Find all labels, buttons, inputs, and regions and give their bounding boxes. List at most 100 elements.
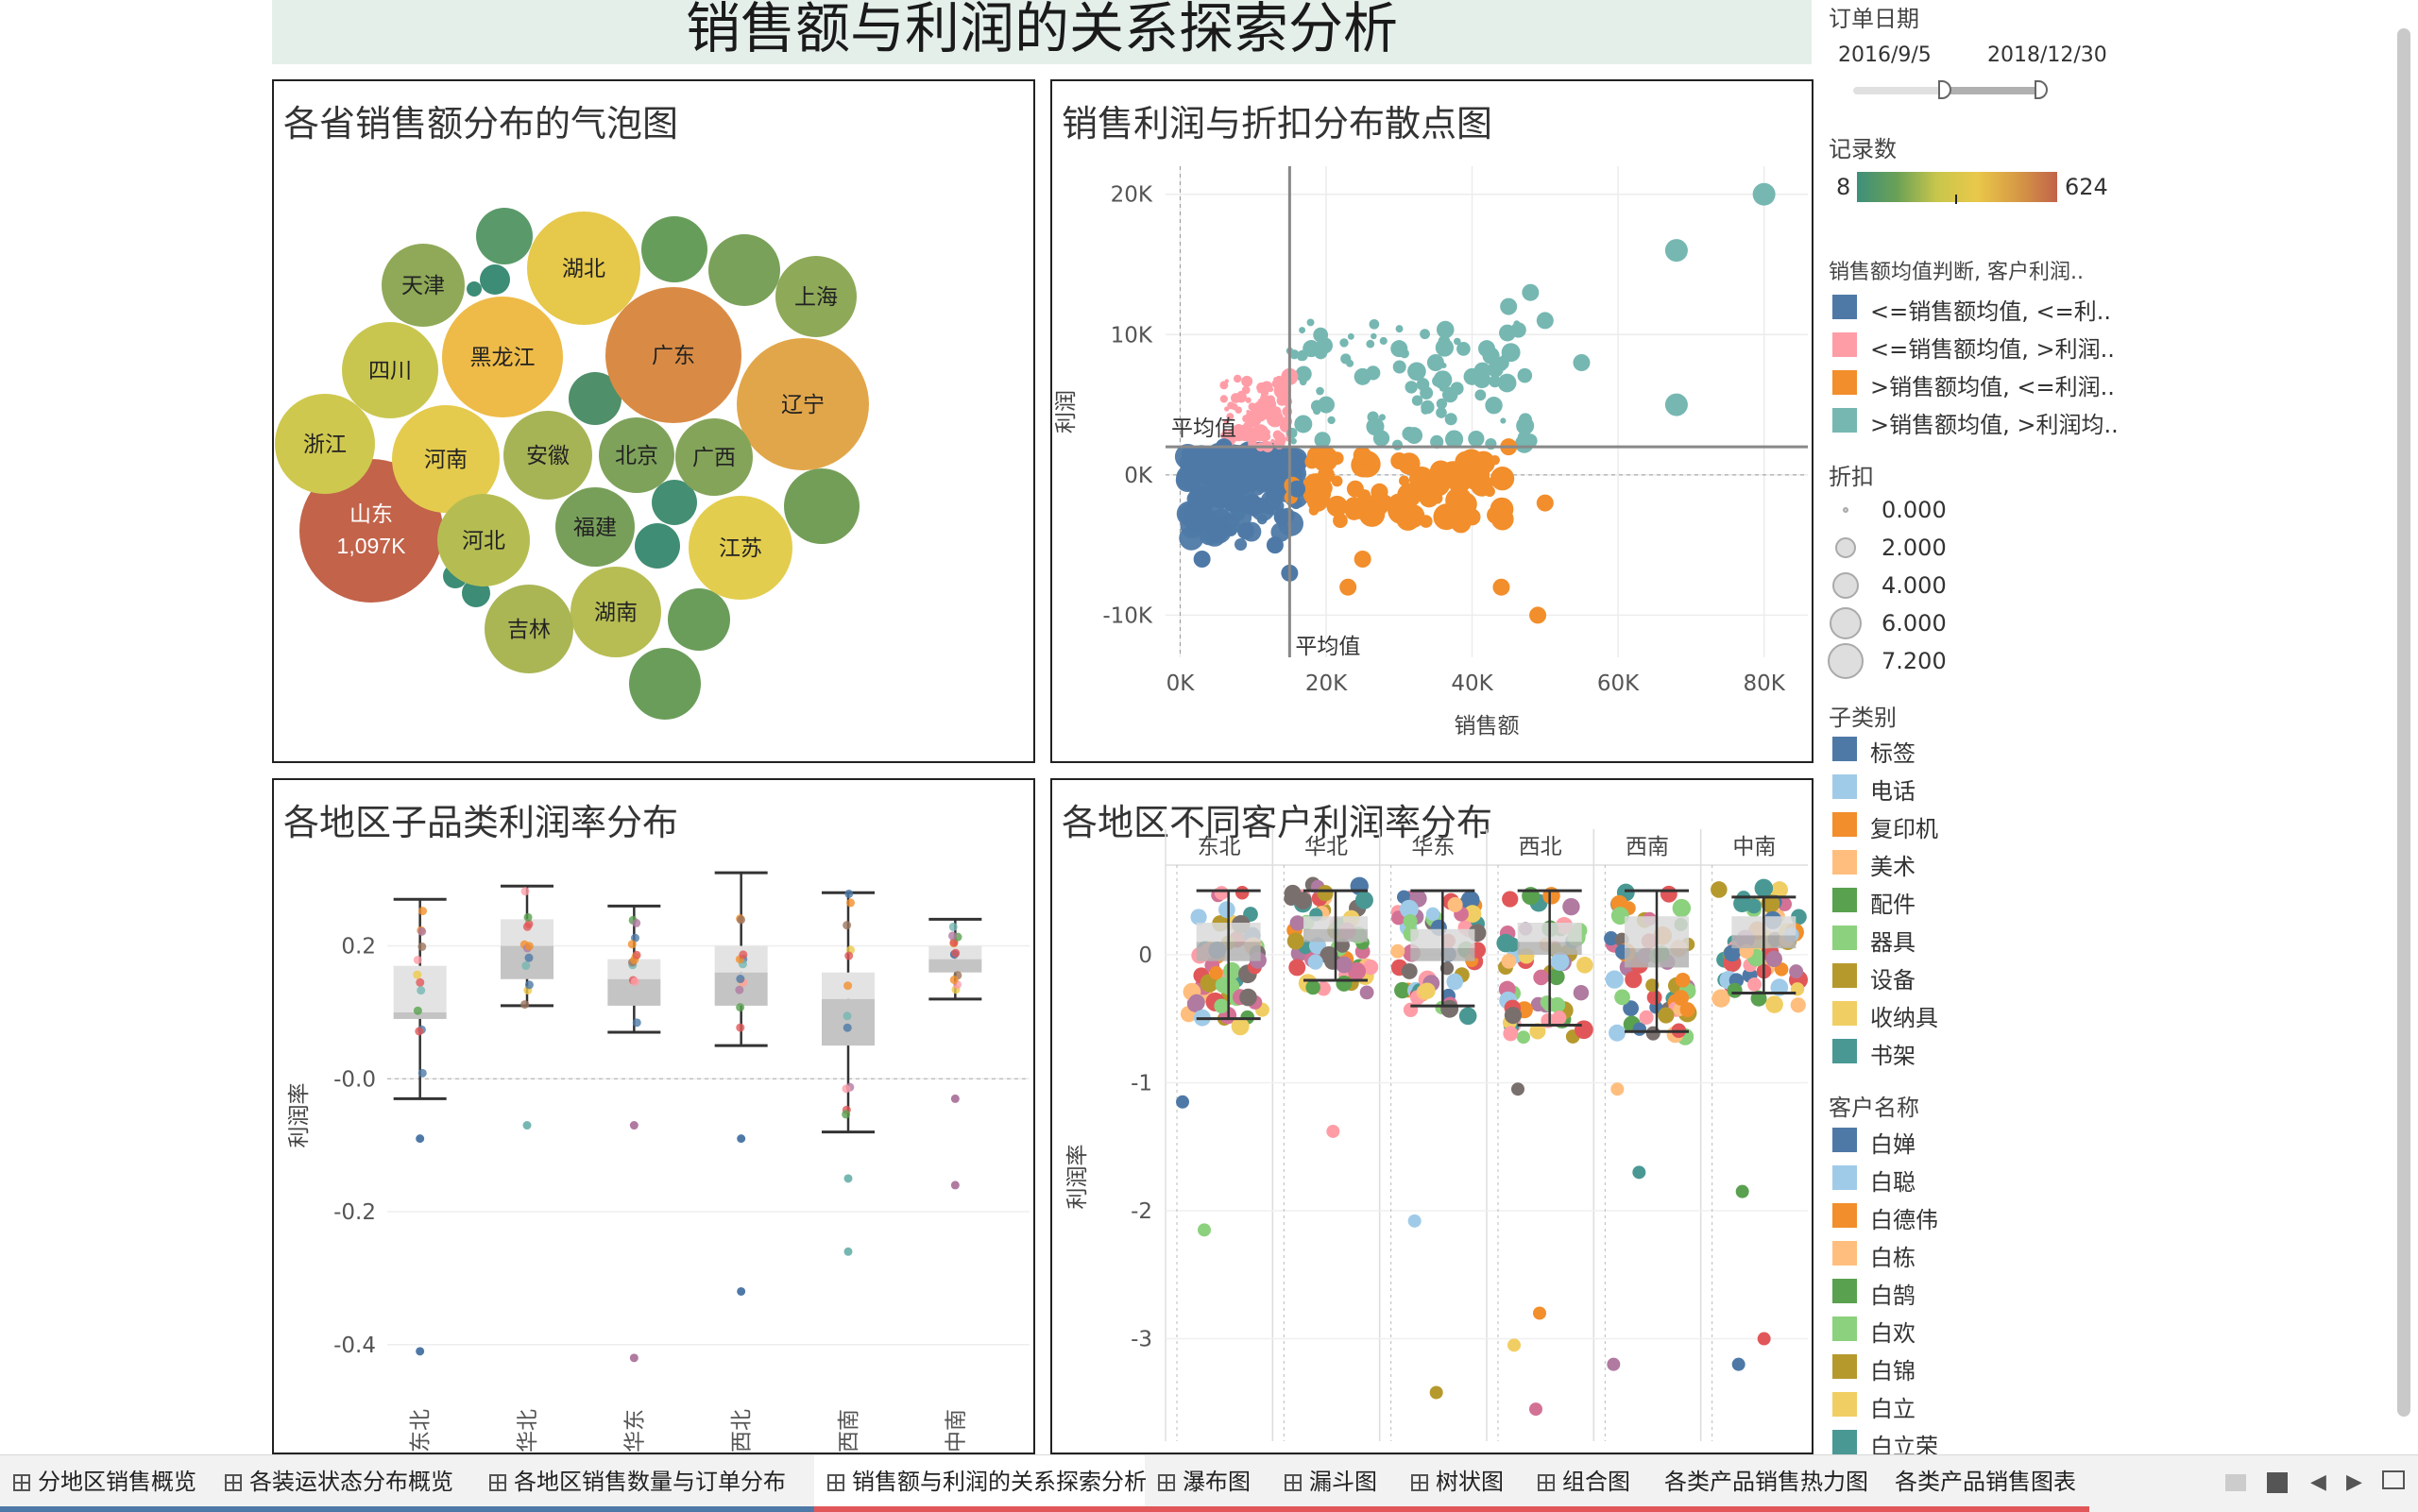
vertical-scrollbar[interactable] <box>2397 28 2410 1417</box>
scatter-point <box>1290 437 1297 445</box>
customer-legend-label[interactable]: 白德伟 <box>1870 1207 1938 1233</box>
discount-size-circle <box>1828 643 1864 679</box>
box2-dot <box>1425 907 1440 922</box>
date-slider-end-handle[interactable] <box>2035 80 2048 99</box>
customer-legend-label[interactable]: 白聪 <box>1870 1169 1916 1196</box>
category-legend-label[interactable]: >销售额均值, >利润均.. <box>1870 412 2119 438</box>
scatter-point <box>1326 495 1348 518</box>
box2-dot <box>1359 985 1374 1000</box>
filmstrip-view-icon[interactable] <box>2267 1472 2288 1493</box>
scatter-point <box>1224 379 1229 383</box>
subcategory-legend-swatch[interactable] <box>1832 737 1857 761</box>
category-legend-swatch[interactable] <box>1832 332 1857 357</box>
category-legend-swatch[interactable] <box>1832 370 1857 395</box>
subcategory-legend-label[interactable]: 美术 <box>1870 854 1916 880</box>
bubble-12 <box>503 411 592 500</box>
sheet-tab-label: 各类产品销售热力图 <box>1664 1469 1868 1495</box>
subcategory-legend-swatch[interactable] <box>1832 812 1857 837</box>
box-region-panel[interactable]: 各地区子品类利润率分布 0.2 -0.0 -0.2 -0.4 利润率 东北 华北 华东 西北 西南… <box>272 778 1035 1454</box>
bubble-label: 黑龙江 <box>470 345 536 369</box>
customer-legend-swatch[interactable] <box>1832 1128 1857 1152</box>
box2-dot <box>1761 893 1780 913</box>
grid-view-icon[interactable] <box>2225 1474 2246 1491</box>
category-legend-label[interactable]: <=销售额均值, >利润.. <box>1870 336 2115 363</box>
sheet-tab[interactable]: 漏斗图 <box>1271 1455 1398 1512</box>
customer-legend-swatch[interactable] <box>1832 1317 1857 1341</box>
customer-legend-swatch[interactable] <box>1832 1241 1857 1266</box>
subcategory-legend-swatch[interactable] <box>1832 850 1857 875</box>
box1-ylabel: 利润率 <box>287 1083 312 1148</box>
sheet-tab-color-bar <box>476 1506 814 1512</box>
subcategory-legend-swatch[interactable] <box>1832 1001 1857 1026</box>
scatter-point <box>1314 432 1331 449</box>
scatter-point <box>1536 494 1554 512</box>
sheet-tab[interactable]: 各装运状态分布概览 <box>212 1455 476 1512</box>
category-legend-label[interactable]: >销售额均值, <=利润.. <box>1870 374 2115 400</box>
customer-legend-label[interactable]: 白锦 <box>1870 1358 1916 1385</box>
customer-legend-swatch[interactable] <box>1832 1354 1857 1379</box>
customer-legend-swatch[interactable] <box>1832 1165 1857 1190</box>
customer-legend-label[interactable]: 白鹄 <box>1870 1283 1916 1309</box>
scatter-point <box>1523 433 1538 449</box>
customer-legend-label[interactable]: 白欢 <box>1870 1320 1916 1347</box>
category-legend-swatch[interactable] <box>1832 408 1857 433</box>
sheet-tab[interactable]: 销售额与利润的关系探索分析 <box>814 1455 1147 1512</box>
customer-legend-label[interactable]: 白婵 <box>1870 1131 1916 1158</box>
box2-outlier <box>1757 1332 1771 1346</box>
scatter-panel[interactable]: 销售利润与折扣分布散点图 0K 20K 40K 60K 80K 20K 10K 0K -10K 销… <box>1050 79 1814 763</box>
customer-legend-label[interactable]: 白立 <box>1870 1396 1916 1422</box>
box-customer-chart[interactable]: 东北 华北 华东 西北 西南 中南 0 -1 -2 -3 利润率 <box>1052 780 1812 1453</box>
subcategory-legend-label[interactable]: 收纳具 <box>1870 1005 1938 1031</box>
customer-legend-swatch[interactable] <box>1832 1392 1857 1417</box>
sheet-tab[interactable]: 组合图 <box>1524 1455 1651 1512</box>
box2-outlier <box>1610 1082 1625 1096</box>
box1-dot <box>843 921 852 930</box>
subcategory-legend-label[interactable]: 标签 <box>1870 740 1916 767</box>
box1-xtick: 华北 <box>516 1409 540 1453</box>
customer-legend-swatch[interactable] <box>1832 1279 1857 1303</box>
category-legend-swatch[interactable] <box>1832 295 1857 319</box>
customer-legend-swatch[interactable] <box>1832 1430 1857 1454</box>
customer-legend-swatch[interactable] <box>1832 1203 1857 1228</box>
date-slider-start-handle[interactable] <box>1938 80 1951 99</box>
bubble-label: 河北 <box>462 528 505 552</box>
subcategory-legend-swatch[interactable] <box>1832 1039 1857 1063</box>
sheet-tab[interactable]: 各地区销售数量与订单分布 <box>476 1455 814 1512</box>
subcategory-legend-label[interactable]: 复印机 <box>1870 816 1938 842</box>
bubble-label: 广西 <box>692 445 736 469</box>
subcategory-legend-label[interactable]: 器具 <box>1870 929 1916 956</box>
sheet-tab[interactable]: 各类产品销售热力图 <box>1651 1455 1882 1512</box>
sheet-tab-label: 分地区销售概览 <box>38 1469 196 1495</box>
sheet-tab[interactable]: 树状图 <box>1398 1455 1524 1512</box>
scatter-point <box>1241 385 1251 395</box>
sheet-tab[interactable]: 瀑布图 <box>1145 1455 1271 1512</box>
scatter-point <box>1436 407 1447 418</box>
subcategory-legend-label[interactable]: 配件 <box>1870 892 1916 918</box>
scatter-point <box>1379 336 1388 346</box>
subcategory-legend-label[interactable]: 书架 <box>1870 1043 1916 1069</box>
subcategory-legend-swatch[interactable] <box>1832 888 1857 912</box>
subcategory-legend-swatch[interactable] <box>1832 926 1857 950</box>
subcategory-legend-label[interactable]: 电话 <box>1870 778 1916 805</box>
box-customer-panel[interactable]: 各地区不同客户利润率分布 东北 华北 华东 西北 西南 中南 0 -1 -2 -3 利润率 <box>1050 778 1814 1454</box>
category-legend-label[interactable]: <=销售额均值, <=利.. <box>1870 298 2111 325</box>
bubble-unlabeled <box>708 234 780 306</box>
bubble-label: 浙江 <box>303 432 347 456</box>
subcategory-legend-swatch[interactable] <box>1832 963 1857 988</box>
prev-sheet-icon[interactable]: ◀ <box>2310 1470 2326 1494</box>
next-sheet-icon[interactable]: ▶ <box>2346 1470 2362 1494</box>
customer-legend-label[interactable]: 白栋 <box>1870 1245 1916 1271</box>
scatter-point <box>1267 386 1274 393</box>
box2-dot <box>1516 1030 1530 1045</box>
sheet-tab[interactable]: 各类产品销售图表 <box>1882 1455 2089 1512</box>
subcategory-legend-label[interactable]: 设备 <box>1870 967 1916 994</box>
scatter-point <box>1193 551 1211 568</box>
bubble-panel[interactable]: 各省销售额分布的气泡图 山东 1,097K 广东 辽宁 黑龙江 湖北 河南 江苏 浙江 四川 河北湖… <box>272 79 1035 763</box>
box1-xtick: 中南 <box>944 1409 968 1453</box>
presentation-mode-icon[interactable] <box>2382 1470 2405 1489</box>
sheet-tab[interactable]: 分地区销售概览 <box>0 1455 212 1512</box>
subcategory-legend-swatch[interactable] <box>1832 774 1857 799</box>
